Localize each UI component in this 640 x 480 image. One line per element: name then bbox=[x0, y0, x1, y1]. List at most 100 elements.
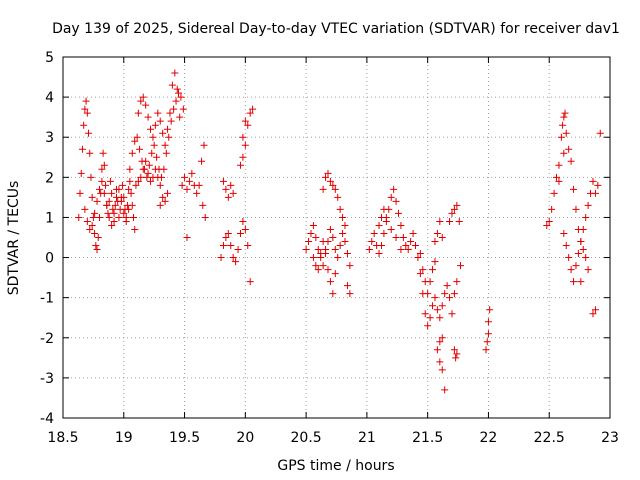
data-point bbox=[484, 318, 492, 326]
y-tick-label: -4 bbox=[40, 411, 54, 427]
data-point bbox=[147, 125, 155, 133]
data-point bbox=[179, 105, 187, 113]
data-point bbox=[99, 149, 107, 157]
data-point bbox=[81, 205, 89, 213]
data-point bbox=[594, 181, 602, 189]
data-point bbox=[125, 205, 133, 213]
data-point bbox=[176, 113, 184, 121]
data-point bbox=[144, 113, 152, 121]
data-point bbox=[137, 173, 145, 181]
data-point bbox=[591, 189, 599, 197]
data-point bbox=[339, 229, 347, 237]
x-tick-label: 22.5 bbox=[534, 430, 565, 446]
data-point bbox=[553, 173, 561, 181]
data-point bbox=[402, 242, 410, 250]
data-point bbox=[164, 189, 172, 197]
data-point bbox=[195, 181, 203, 189]
plot-frame bbox=[62, 56, 611, 419]
data-point bbox=[86, 225, 94, 233]
x-tick-label: 21 bbox=[358, 430, 376, 446]
data-point bbox=[392, 197, 400, 205]
data-point bbox=[91, 229, 99, 237]
data-point bbox=[139, 165, 147, 173]
data-point bbox=[570, 185, 578, 193]
data-point bbox=[125, 185, 133, 193]
x-tick-label: 20 bbox=[236, 430, 254, 446]
data-point bbox=[249, 105, 257, 113]
data-point bbox=[201, 213, 209, 221]
data-point bbox=[91, 209, 99, 217]
data-point bbox=[80, 121, 88, 129]
data-point bbox=[77, 169, 85, 177]
data-point bbox=[334, 193, 342, 201]
data-point bbox=[219, 177, 227, 185]
data-point bbox=[246, 109, 254, 117]
chart-title: Day 139 of 2025, Sidereal Day-to-day VTE… bbox=[52, 21, 620, 37]
data-point bbox=[181, 173, 189, 181]
data-point bbox=[120, 209, 128, 217]
data-point bbox=[93, 197, 101, 205]
data-point bbox=[244, 242, 252, 250]
data-point bbox=[236, 161, 244, 169]
data-point bbox=[171, 69, 179, 77]
data-point bbox=[183, 234, 191, 241]
data-point bbox=[560, 149, 568, 157]
data-point bbox=[589, 310, 597, 318]
data-point bbox=[596, 129, 604, 137]
data-point bbox=[110, 209, 118, 217]
data-point bbox=[93, 246, 101, 254]
data-point bbox=[95, 185, 103, 193]
data-point bbox=[88, 221, 96, 229]
data-point bbox=[390, 185, 398, 193]
data-point bbox=[234, 246, 242, 254]
data-point bbox=[438, 234, 446, 241]
data-point bbox=[562, 242, 570, 250]
data-point bbox=[131, 225, 139, 233]
data-point bbox=[339, 213, 347, 221]
data-point bbox=[375, 221, 383, 229]
data-point bbox=[414, 254, 422, 262]
x-tick-label: 22 bbox=[480, 430, 498, 446]
data-point bbox=[329, 181, 337, 189]
data-point bbox=[110, 217, 118, 225]
data-point bbox=[148, 149, 156, 157]
data-point bbox=[455, 217, 463, 225]
data-point bbox=[341, 238, 349, 246]
x-axis-label: GPS time / hours bbox=[277, 458, 394, 474]
data-point bbox=[159, 193, 167, 201]
data-point bbox=[429, 266, 437, 274]
data-point bbox=[424, 290, 432, 298]
data-point bbox=[78, 145, 86, 153]
data-point bbox=[134, 109, 142, 117]
data-point bbox=[183, 185, 191, 193]
data-point bbox=[577, 278, 585, 286]
data-point bbox=[309, 254, 317, 262]
data-point bbox=[167, 117, 175, 125]
data-point bbox=[407, 238, 415, 246]
data-point bbox=[188, 169, 196, 177]
y-axis-label: SDTVAR / TECUs bbox=[6, 181, 22, 296]
data-point bbox=[441, 290, 449, 298]
data-point bbox=[98, 177, 106, 185]
data-point bbox=[392, 234, 400, 241]
data-point bbox=[380, 229, 388, 237]
data-point bbox=[562, 129, 570, 137]
data-point bbox=[174, 89, 182, 97]
data-point bbox=[424, 322, 432, 330]
data-point bbox=[579, 225, 587, 233]
data-point bbox=[143, 173, 151, 181]
data-point bbox=[433, 229, 441, 237]
data-point bbox=[484, 330, 492, 338]
data-point bbox=[302, 246, 310, 254]
data-point bbox=[319, 238, 327, 246]
data-point bbox=[572, 205, 580, 213]
data-point bbox=[134, 177, 142, 185]
data-point bbox=[387, 193, 395, 201]
data-point bbox=[239, 153, 247, 161]
data-point bbox=[120, 193, 128, 201]
data-point bbox=[144, 169, 152, 177]
data-point bbox=[591, 306, 599, 314]
data-point bbox=[543, 221, 551, 229]
data-point bbox=[429, 302, 437, 310]
data-point bbox=[433, 306, 441, 314]
